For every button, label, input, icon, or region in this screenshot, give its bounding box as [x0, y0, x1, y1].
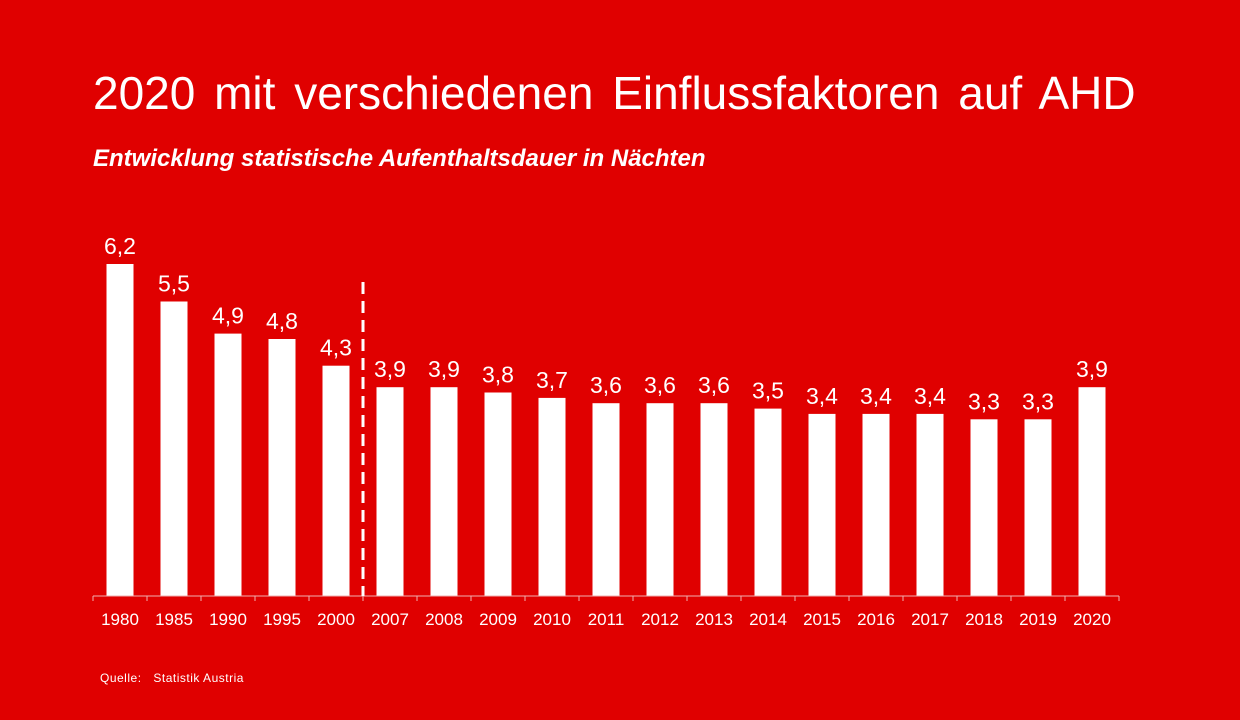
- value-label-1990: 4,9: [212, 303, 244, 329]
- bar-2010: [538, 397, 566, 596]
- value-label-2015: 3,4: [806, 383, 838, 409]
- value-label-2014: 3,5: [752, 378, 784, 404]
- x-axis-ticks-group: [92, 596, 1120, 601]
- bar-1995: [268, 339, 296, 596]
- bar-2020: [1078, 387, 1106, 596]
- x-axis-tick-labels-group: 1980 1985 1990 1995 2000 2007 2008 2009 2010 2011…: [101, 610, 1111, 629]
- bar-2009: [484, 392, 512, 596]
- x-tick-label-2009: 2009: [479, 610, 517, 629]
- x-tick-label-2018: 2018: [965, 610, 1003, 629]
- bar-2008: [430, 387, 458, 596]
- value-label-2013: 3,6: [698, 372, 730, 398]
- value-label-2000: 4,3: [320, 335, 352, 361]
- x-tick-label-1985: 1985: [155, 610, 193, 629]
- x-tick-label-1980: 1980: [101, 610, 139, 629]
- x-tick-label-1990: 1990: [209, 610, 247, 629]
- value-labels-group: 6,2 5,5 4,9 4,8 4,3 3,9 3,9 3,8 3,7 3,6 3,6 3,6 3,5 3…: [104, 233, 1108, 414]
- x-tick-label-2012: 2012: [641, 610, 679, 629]
- x-tick-label-2008: 2008: [425, 610, 463, 629]
- bar-2016: [862, 413, 890, 596]
- bar-1985: [160, 301, 188, 596]
- bar-2014: [754, 408, 782, 596]
- x-tick-label-2016: 2016: [857, 610, 895, 629]
- bar-2019: [1024, 419, 1052, 596]
- value-label-2018: 3,3: [968, 388, 1000, 414]
- bar-2017: [916, 413, 944, 596]
- value-label-1985: 5,5: [158, 271, 190, 297]
- x-tick-label-2015: 2015: [803, 610, 841, 629]
- value-label-2011: 3,6: [590, 372, 622, 398]
- bar-2011: [592, 403, 620, 596]
- bar-2018: [970, 419, 998, 596]
- bar-1980: [106, 264, 134, 596]
- bar-1990: [214, 333, 242, 596]
- x-tick-label-1995: 1995: [263, 610, 301, 629]
- x-tick-label-2011: 2011: [588, 610, 625, 629]
- bar-2015: [808, 413, 836, 596]
- x-tick-label-2007: 2007: [371, 610, 409, 629]
- bar-2013: [700, 403, 728, 596]
- value-label-2019: 3,3: [1022, 388, 1054, 414]
- value-label-2009: 3,8: [482, 362, 514, 388]
- source-label: Quelle:: [100, 671, 142, 685]
- x-tick-label-2019: 2019: [1019, 610, 1057, 629]
- value-label-1995: 4,8: [266, 308, 298, 334]
- x-tick-label-2020: 2020: [1073, 610, 1111, 629]
- bar-2000: [322, 365, 350, 596]
- bar-2007: [376, 387, 404, 596]
- x-tick-label-2010: 2010: [533, 610, 571, 629]
- x-tick-label-2013: 2013: [695, 610, 733, 629]
- x-tick-label-2017: 2017: [911, 610, 949, 629]
- value-label-2012: 3,6: [644, 372, 676, 398]
- value-label-2010: 3,7: [536, 367, 568, 393]
- bars-group: [106, 264, 1106, 596]
- value-label-2008: 3,9: [428, 356, 460, 382]
- source-value: Statistik Austria: [153, 671, 244, 685]
- value-label-2016: 3,4: [860, 383, 892, 409]
- value-label-2007: 3,9: [374, 356, 406, 382]
- chart-title: 2020 mit verschiedenen Einflussfaktoren …: [93, 67, 1136, 119]
- value-label-2020: 3,9: [1076, 356, 1108, 382]
- x-tick-label-2000: 2000: [317, 610, 355, 629]
- value-label-1980: 6,2: [104, 233, 136, 259]
- value-label-2017: 3,4: [914, 383, 946, 409]
- source-note: Quelle: Statistik Austria: [100, 671, 244, 685]
- bar-2012: [646, 403, 674, 596]
- chart-subtitle: Entwicklung statistische Aufenthaltsdaue…: [93, 145, 706, 172]
- x-tick-label-2014: 2014: [749, 610, 787, 629]
